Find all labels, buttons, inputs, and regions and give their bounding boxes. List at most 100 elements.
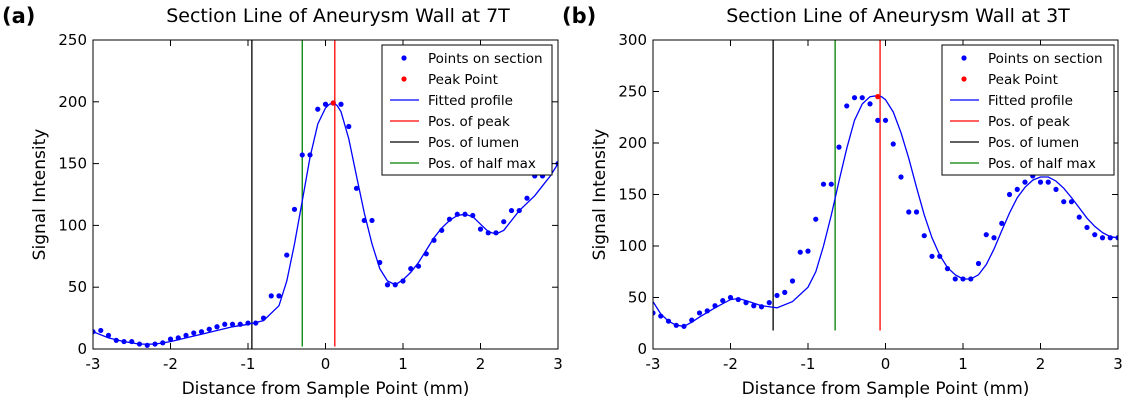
section-point: [361, 217, 367, 224]
panel-label: (a): [2, 4, 35, 28]
section-point: [167, 336, 174, 342]
section-point: [93, 329, 96, 335]
x-tick-label: -3: [86, 355, 101, 373]
legend-entry: Pos. of lumen: [428, 135, 519, 151]
section-point: [653, 310, 656, 316]
peak-point: [875, 94, 881, 100]
section-point: [1045, 179, 1051, 185]
legend-box: [941, 44, 1115, 176]
legend-marker: [961, 55, 967, 61]
legend-entry: Peak Point: [988, 72, 1058, 88]
section-point: [129, 338, 135, 345]
x-tick-label: -2: [163, 355, 178, 373]
section-point: [1092, 232, 1098, 238]
legend-entry: Pos. of half max: [988, 156, 1096, 172]
x-tick-label: 3: [1113, 355, 1123, 373]
x-tick-label: -1: [801, 355, 816, 373]
chart-panel-a: (a) Section Line of Aneurysm Wall at 7T Di…: [2, 4, 563, 399]
x-tick-label: -3: [646, 355, 661, 373]
section-point: [820, 181, 827, 187]
section-point: [307, 152, 313, 158]
section-point: [501, 219, 507, 225]
section-point: [524, 195, 530, 201]
legend-entry: Points on section: [428, 51, 543, 67]
x-tick-label: 1: [398, 355, 408, 373]
section-point: [136, 341, 143, 347]
section-point: [144, 342, 150, 348]
legend-entry: Pos. of peak: [988, 114, 1070, 130]
section-point: [665, 318, 672, 324]
section-point: [696, 310, 703, 316]
legend: Points on section Peak Point Fitted profil…: [381, 44, 553, 176]
legend-marker: [401, 55, 407, 61]
section-point: [152, 341, 158, 347]
section-point: [859, 95, 865, 101]
section-point: [743, 300, 749, 306]
section-point: [160, 340, 166, 346]
x-tick-label: -1: [241, 355, 256, 373]
section-point: [245, 320, 251, 326]
section-point: [1076, 214, 1082, 220]
section-point: [960, 276, 966, 282]
section-point: [913, 209, 920, 215]
section-point: [797, 249, 803, 255]
legend-entry: Fitted profile: [988, 93, 1073, 109]
section-point: [477, 226, 484, 232]
legend-entry: Peak Point: [428, 72, 498, 88]
y-tick-label: 200: [618, 134, 647, 152]
section-point: [828, 181, 834, 187]
x-tick-label: 0: [881, 355, 891, 373]
section-point: [338, 101, 344, 107]
section-point: [720, 297, 726, 304]
y-tick-label: 250: [618, 83, 647, 101]
section-point: [875, 117, 881, 123]
y-tick-label: 100: [618, 237, 647, 255]
chart-title: Section Line of Aneurysm Wall at 7T: [166, 5, 510, 27]
section-point: [384, 282, 391, 288]
section-point: [237, 321, 243, 327]
section-point: [890, 141, 896, 147]
section-point: [851, 95, 858, 101]
section-point: [493, 230, 499, 236]
legend-entry: Pos. of lumen: [988, 135, 1079, 151]
section-point: [658, 313, 664, 319]
section-point: [322, 101, 329, 107]
section-point: [952, 276, 958, 282]
chart-title: Section Line of Aneurysm Wall at 3T: [726, 5, 1070, 27]
y-tick-label: 0: [637, 340, 647, 358]
section-point: [681, 323, 687, 329]
section-point: [1061, 199, 1067, 205]
section-point: [439, 227, 445, 233]
section-point: [673, 322, 679, 328]
section-point: [867, 101, 873, 107]
section-point: [991, 235, 997, 241]
fitted-profile-line: [93, 102, 558, 345]
section-point: [454, 211, 460, 217]
x-tick-label: 0: [321, 355, 331, 373]
section-point: [968, 276, 974, 282]
x-axis-label: Distance from Sample Point (mm): [742, 379, 1030, 399]
section-point: [291, 206, 298, 212]
section-point: [222, 321, 228, 327]
section-point: [983, 232, 989, 238]
section-point: [485, 230, 491, 236]
section-point: [276, 293, 282, 299]
section-point: [408, 266, 414, 272]
legend-marker: [401, 76, 407, 82]
section-point: [214, 324, 220, 330]
section-point: [906, 209, 912, 215]
section-point: [766, 300, 772, 306]
y-axis-label: Signal Intensity: [590, 129, 610, 261]
legend: Points on section Peak Point Fitted profil…: [941, 44, 1115, 176]
section-point: [751, 303, 757, 309]
section-point: [315, 106, 321, 112]
section-point: [299, 152, 305, 158]
plot-area: [653, 40, 1118, 331]
section-point: [105, 332, 112, 339]
section-point: [470, 212, 476, 219]
section-point: [508, 207, 515, 214]
section-point: [175, 335, 181, 341]
section-point: [346, 123, 352, 130]
section-point: [712, 303, 718, 309]
